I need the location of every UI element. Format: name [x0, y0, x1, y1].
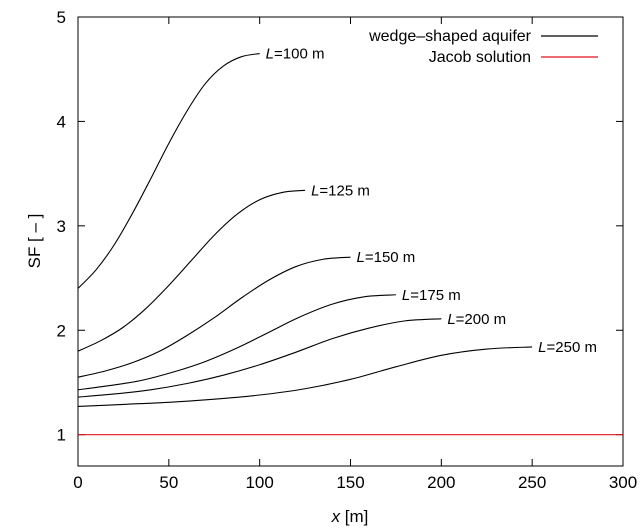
x-tick-label: 0 — [73, 473, 82, 492]
x-tick-label: 200 — [427, 473, 455, 492]
curve-label-l-150-m: L=150 m — [357, 249, 416, 266]
x-tick-label: 150 — [336, 473, 364, 492]
curve-label-value: =125 m — [319, 182, 369, 199]
y-tick-label: 3 — [57, 217, 66, 236]
curve-label-var: L — [402, 287, 410, 304]
series-lines — [77, 53, 623, 436]
plot-frame — [77, 16, 624, 467]
curve-label-var: L — [266, 46, 274, 63]
series-line-l-200-m — [77, 318, 442, 398]
curve-label-l-200-m: L=200 m — [447, 311, 506, 328]
curve-label-value: =200 m — [456, 311, 506, 328]
curve-label-l-100-m: L=100 m — [266, 46, 325, 63]
x-axis-title-unit: [m] — [340, 507, 368, 526]
legend-label-jacob: Jacob solution — [429, 49, 531, 66]
curve-label-l-250-m: L=250 m — [538, 339, 597, 356]
x-tick-label: 250 — [518, 473, 546, 492]
x-tick-label: 300 — [609, 473, 637, 492]
curve-label-var: L — [447, 311, 455, 328]
y-tick-label: 4 — [57, 112, 66, 131]
legend-label-wedge: wedge–shaped aquifer — [368, 28, 532, 45]
curve-label-l-175-m: L=175 m — [402, 287, 461, 304]
y-tick-label: 1 — [57, 426, 66, 445]
x-axis-title-var: x — [331, 507, 341, 526]
x-tick-label: 100 — [245, 473, 273, 492]
y-axis-title: SF [ – ] — [25, 214, 44, 269]
curve-labels: L=100 mL=125 mL=150 mL=175 mL=200 mL=250… — [266, 46, 597, 356]
curve-label-value: =100 m — [274, 46, 324, 63]
series-line-l-125-m — [77, 189, 306, 352]
legend: wedge–shaped aquifer Jacob solution — [368, 28, 598, 66]
y-tick-label: 2 — [57, 321, 66, 340]
curve-label-var: L — [357, 249, 365, 266]
series-line-l-150-m — [77, 256, 351, 378]
ticks: 0 50 100 150 200 250 300 1 2 3 4 5 — [57, 8, 638, 492]
curve-label-var: L — [538, 339, 546, 356]
curve-label-var: L — [311, 182, 319, 199]
y-tick-label: 5 — [57, 8, 66, 27]
series-line-l-100-m — [77, 53, 260, 289]
curve-label-value: =175 m — [410, 287, 460, 304]
curve-label-value: =150 m — [365, 249, 415, 266]
series-line-l-250-m — [77, 346, 533, 408]
curve-label-l-125-m: L=125 m — [311, 182, 370, 199]
series-line-l-175-m — [77, 294, 396, 391]
x-tick-label: 50 — [159, 473, 178, 492]
x-axis-title: x [m] — [331, 507, 369, 526]
curve-label-value: =250 m — [547, 339, 597, 356]
